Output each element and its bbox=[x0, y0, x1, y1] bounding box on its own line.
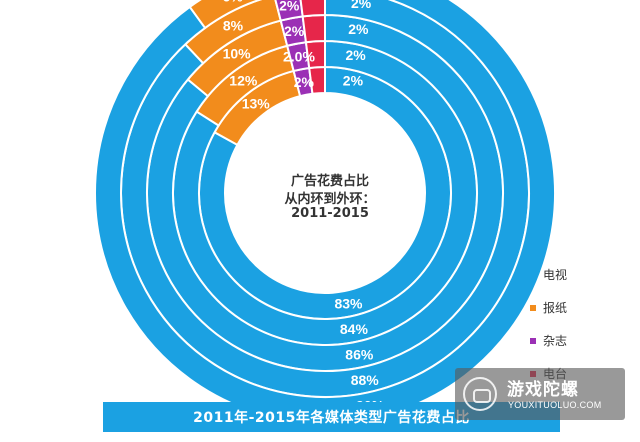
watermark: 游戏陀螺 YOUXITUOLUO.COM bbox=[455, 368, 625, 420]
label-2012-newspaper: 12% bbox=[229, 73, 258, 89]
slice-2013-radio bbox=[301, 13, 326, 44]
watermark-url: YOUXITUOLUO.COM bbox=[508, 400, 602, 410]
legend-item-magazine: 杂志 bbox=[530, 334, 568, 348]
label-2011-newspaper: 13% bbox=[242, 96, 271, 112]
label-2013-magazine: 2% bbox=[284, 23, 305, 39]
center-label-line-1: 广告花费占比 bbox=[290, 174, 369, 189]
legend-item-newspaper: 报纸 bbox=[530, 301, 568, 315]
label-2011-magazine: 2% bbox=[294, 74, 315, 90]
label-2012-magazine: 2.0% bbox=[283, 48, 315, 64]
slice-2014-radio bbox=[299, 0, 326, 18]
watermark-name: 游戏陀螺 bbox=[507, 380, 579, 400]
legend-label-tv: 电视 bbox=[543, 268, 568, 282]
slice-2015-tv bbox=[94, 0, 556, 424]
slice-2015-newspaper bbox=[188, 0, 263, 30]
label-2014-radio: 2% bbox=[351, 0, 372, 11]
label-2013-radio: 2% bbox=[348, 21, 369, 37]
label-2013-tv: 86% bbox=[345, 346, 374, 362]
label-2011-radio: 2% bbox=[343, 73, 364, 89]
legend-swatch-newspaper bbox=[530, 304, 536, 311]
gamepad-logo-icon bbox=[463, 377, 497, 411]
legend-item-tv: 电视 bbox=[530, 268, 568, 282]
label-2014-newspaper: 8% bbox=[223, 18, 244, 34]
center-label-line-2: 从内环到外环： bbox=[284, 192, 376, 207]
legend-swatch-magazine bbox=[530, 337, 536, 344]
label-2015-newspaper: 6% bbox=[222, 0, 243, 5]
legend-label-newspaper: 报纸 bbox=[543, 301, 568, 315]
label-2011-tv: 83% bbox=[334, 296, 363, 312]
legend-swatch-tv bbox=[530, 271, 536, 278]
label-2014-magazine: 2% bbox=[279, 0, 300, 13]
center-label-line-3: 2011-2015 bbox=[291, 206, 369, 221]
label-2014-tv: 88% bbox=[351, 372, 380, 388]
label-2012-tv: 84% bbox=[340, 321, 369, 337]
legend-label-magazine: 杂志 bbox=[543, 334, 568, 348]
label-2012-radio: 2% bbox=[346, 47, 367, 63]
label-2013-newspaper: 10% bbox=[223, 46, 252, 62]
